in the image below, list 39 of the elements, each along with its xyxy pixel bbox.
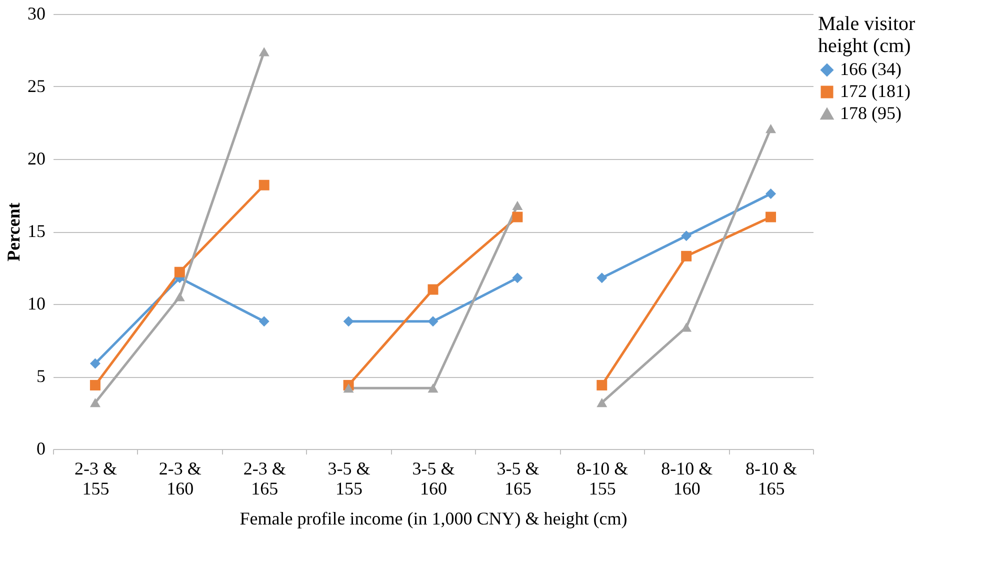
y-tick-label: 20 — [28, 148, 46, 168]
x-tick-label: 8-10 & 160 — [661, 458, 713, 498]
x-tick-label: 2-3 & 155 — [74, 458, 117, 498]
point — [258, 316, 270, 327]
x-axis-title: Female profile income (in 1,000 CNY) & height (cm) — [240, 508, 628, 528]
x-tick-label: 8-10 & 165 — [746, 458, 798, 498]
point — [90, 358, 100, 369]
point — [596, 398, 608, 408]
y-tick-label: 25 — [28, 76, 46, 96]
point — [258, 47, 270, 56]
x-tick-label: 2-3 & 165 — [243, 458, 286, 498]
point — [596, 272, 608, 284]
point — [596, 380, 608, 390]
point — [681, 230, 692, 242]
legend-label: 166 (34) — [840, 59, 902, 79]
point — [681, 250, 692, 262]
y-axis-title: Percent — [4, 202, 24, 262]
y-tick-label: 10 — [28, 294, 46, 314]
legend-label: 178 (95) — [840, 103, 902, 123]
point — [90, 398, 100, 408]
x-tick-label: 3-5 & 155 — [328, 458, 370, 498]
point — [90, 380, 100, 390]
x-tick-label: 3-5 & 160 — [412, 458, 455, 498]
point — [766, 188, 776, 200]
x-tick-label: 8-10 & 155 — [576, 458, 628, 498]
point — [681, 322, 692, 332]
x-tick-label: 3-5 & 165 — [496, 458, 540, 498]
y-tick-label: 5 — [36, 366, 46, 386]
point — [258, 180, 270, 190]
legend-title: Male visitor height (cm) — [818, 13, 916, 57]
y-tick-label: 30 — [28, 4, 46, 24]
y-tick-label: 0 — [36, 438, 46, 458]
point — [766, 124, 776, 134]
point — [174, 266, 185, 278]
x-tick-label: 2-3 & 160 — [158, 458, 202, 498]
point — [174, 292, 185, 302]
point — [766, 212, 776, 222]
legend-label: 172 (181) — [840, 81, 910, 101]
y-tick-label: 15 — [28, 221, 46, 241]
